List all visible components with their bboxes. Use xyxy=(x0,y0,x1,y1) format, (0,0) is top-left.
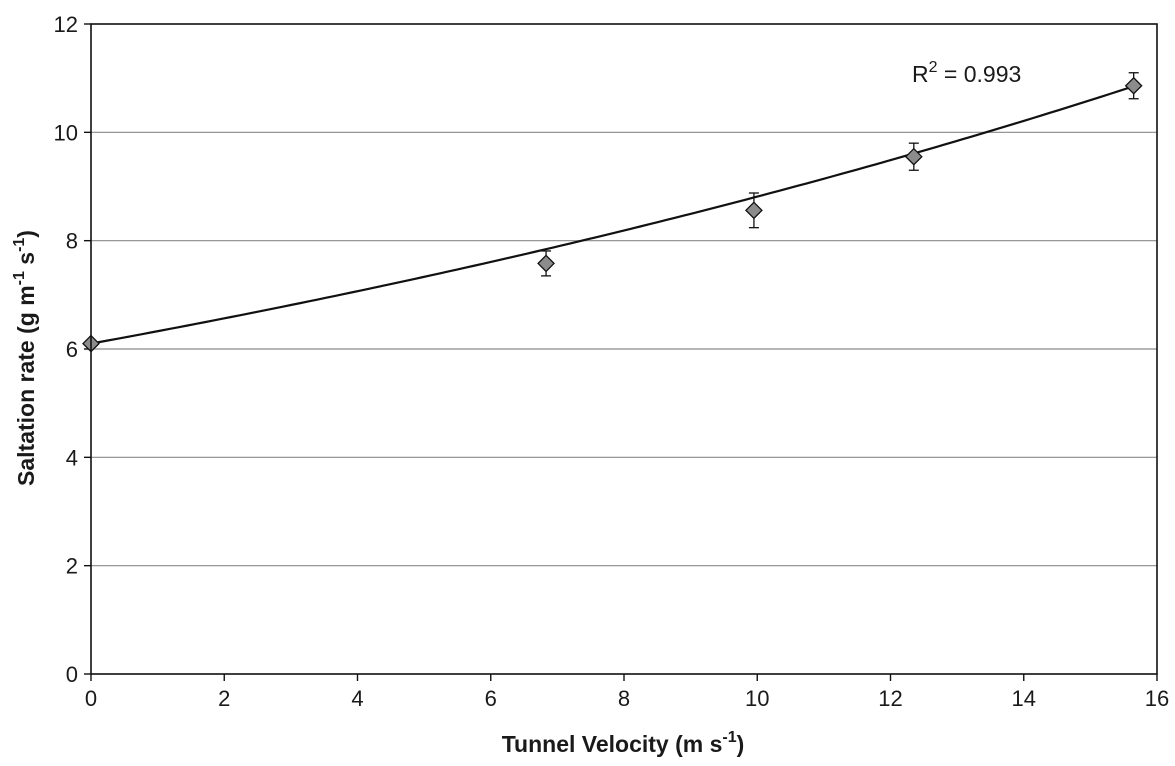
data-point-diamond xyxy=(904,147,923,166)
y-axis-title-mid: s xyxy=(13,252,39,271)
y-axis-title-main: Saltation rate (g m xyxy=(13,285,39,486)
data-point-diamond xyxy=(1124,76,1143,95)
x-tick-label: 12 xyxy=(878,686,902,711)
plot-frame xyxy=(90,23,1158,675)
r-squared-prefix: R xyxy=(912,61,929,87)
y-axis-title-sup1: -1 xyxy=(11,271,28,285)
y-tick-label: 10 xyxy=(54,120,78,145)
axis-ticks: 0 2 4 6 8 10 12 0 2 4 6 8 10 12 14 16 xyxy=(54,12,1170,711)
x-tick-label: 8 xyxy=(618,686,630,711)
x-tick-label: 16 xyxy=(1145,686,1169,711)
y-axis-title: Saltation rate (g m-1 s-1) xyxy=(11,230,39,486)
trendline xyxy=(90,84,1138,345)
y-tick-label: 12 xyxy=(54,12,78,37)
x-tick-label: 6 xyxy=(485,686,497,711)
data-point-diamond xyxy=(744,201,763,220)
x-tick-label: 0 xyxy=(85,686,97,711)
y-tick-label: 4 xyxy=(66,445,78,470)
x-axis-title-main: Tunnel Velocity (m s xyxy=(502,731,723,757)
y-axis-title-tail: ) xyxy=(13,230,39,238)
r-squared-annotation: R2 = 0.993 xyxy=(912,59,1021,87)
r-squared-value: = 0.993 xyxy=(938,61,1022,87)
y-axis-title-sup2: -1 xyxy=(11,238,28,252)
x-axis-title: Tunnel Velocity (m s-1) xyxy=(502,729,745,757)
data-points xyxy=(82,72,1143,353)
x-tick-label: 2 xyxy=(218,686,230,711)
trendline-group xyxy=(90,84,1138,345)
y-tick-label: 8 xyxy=(66,229,78,254)
grid-lines xyxy=(91,131,1157,567)
x-tick-label: 4 xyxy=(351,686,363,711)
x-axis-title-tail: ) xyxy=(737,731,745,757)
y-tick-label: 0 xyxy=(66,662,78,687)
x-tick-label: 14 xyxy=(1012,686,1036,711)
y-tick-label: 6 xyxy=(66,337,78,362)
x-tick-label: 10 xyxy=(745,686,769,711)
r-squared-sup: 2 xyxy=(929,59,938,76)
data-point-diamond xyxy=(537,254,555,273)
x-axis-title-sup: -1 xyxy=(722,729,736,746)
y-tick-label: 2 xyxy=(66,554,78,579)
